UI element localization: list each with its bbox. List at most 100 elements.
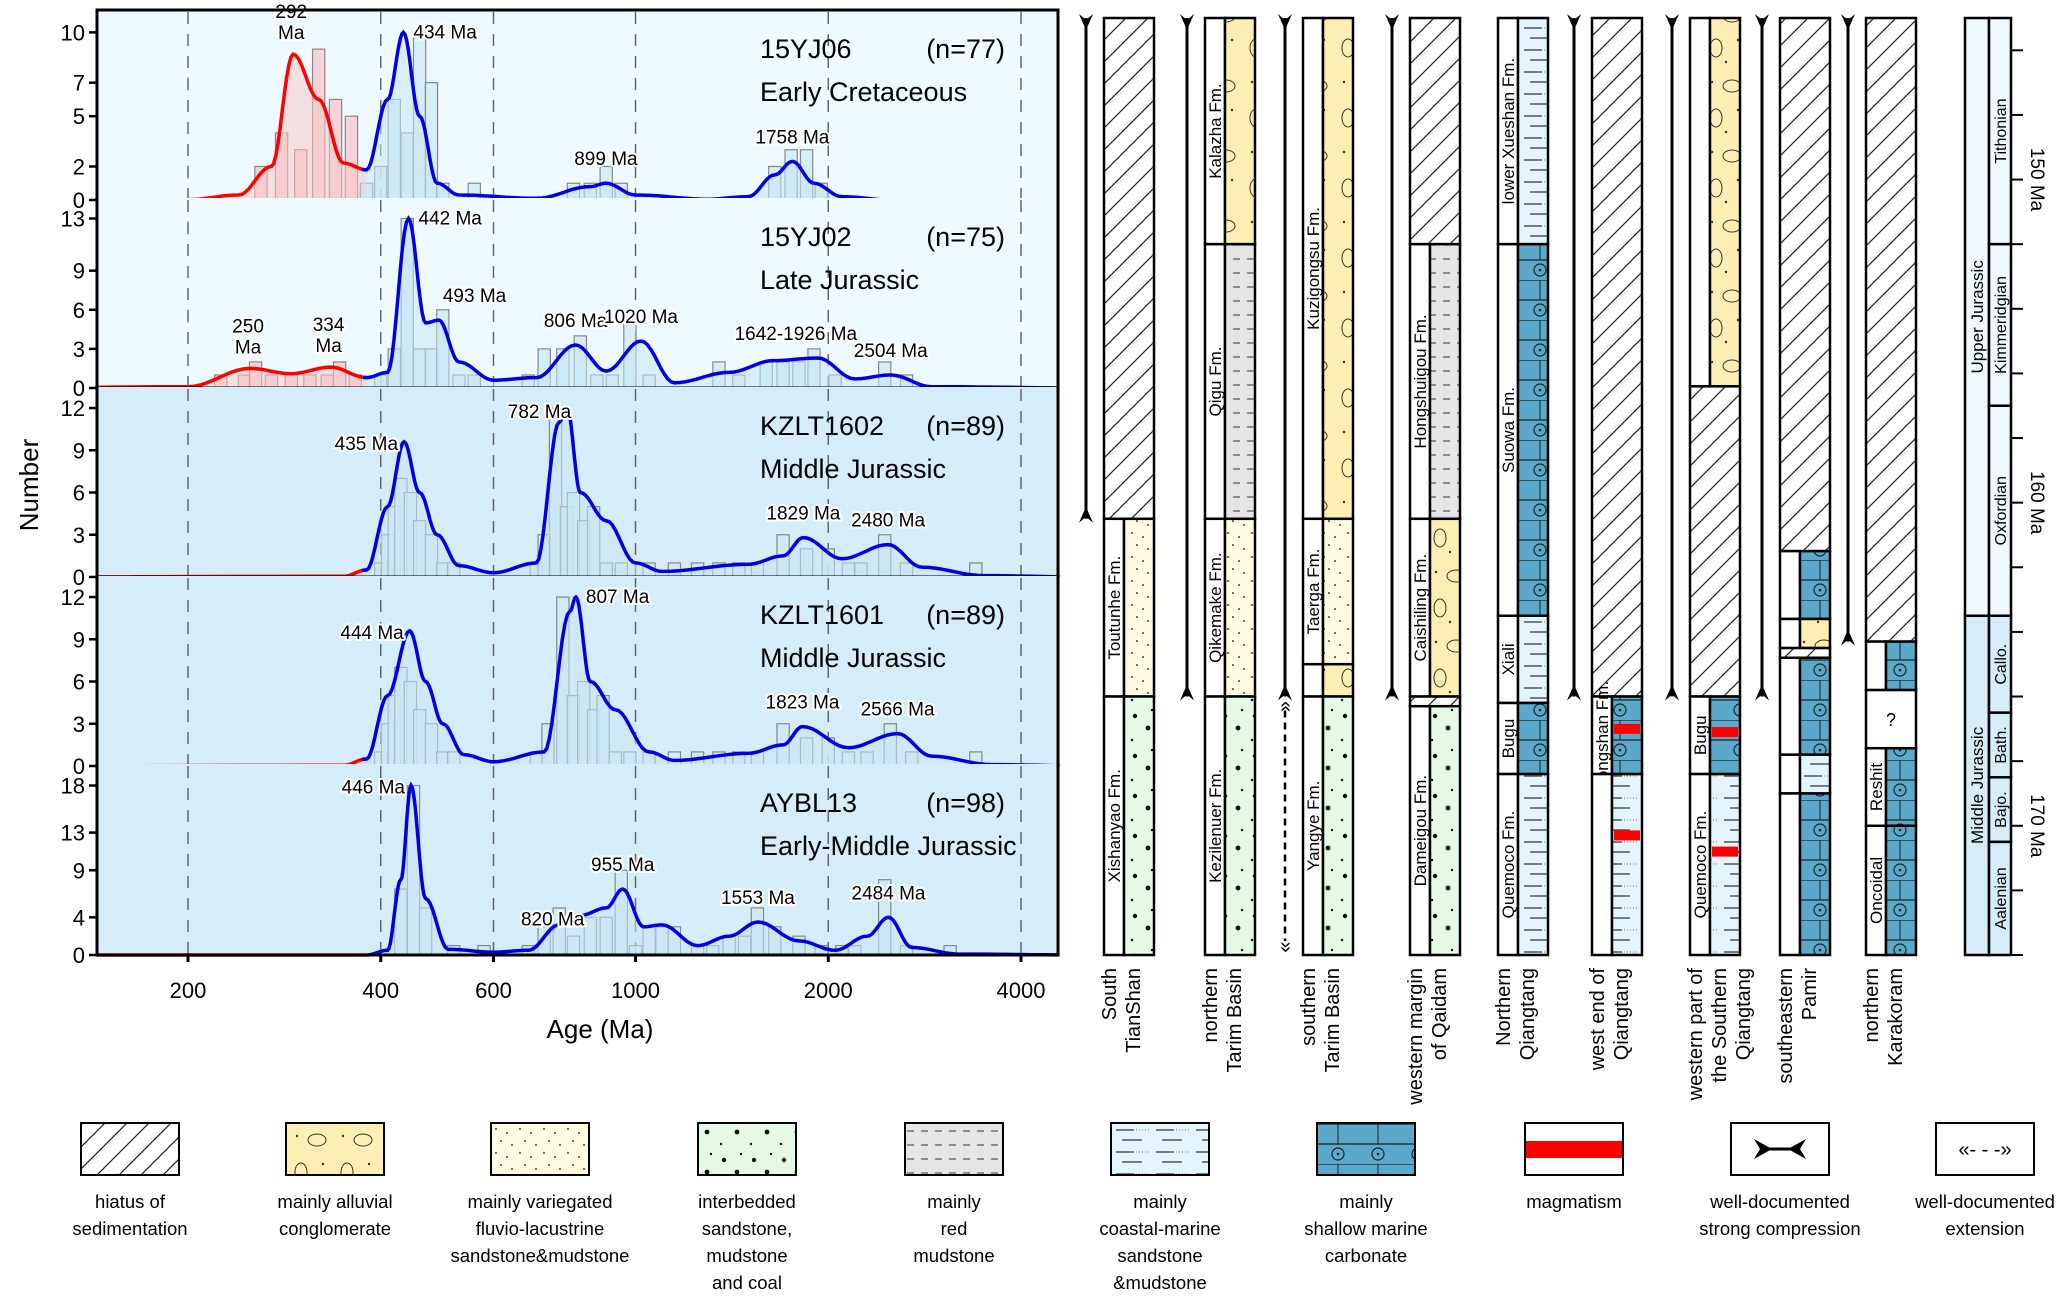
stage-label: Oxfordian <box>1993 476 2010 545</box>
strat-unit-carbonate <box>1884 824 1918 957</box>
x-tick-label: 200 <box>170 978 207 1003</box>
formation-label: Yangye Fm. <box>1304 781 1323 871</box>
peak-label: 292 Ma <box>275 2 307 44</box>
formation-label: lower Xueshan Fm. <box>1499 58 1518 204</box>
age-panel-kzlt1602: 0 3 6 9 12 KZLT1602 (n=89) Middle Jurassic 435 M… <box>61 387 1060 590</box>
formation-cell <box>1778 792 1802 957</box>
kde-curve-old <box>362 215 1059 390</box>
y-tick-label: 6 <box>73 481 85 506</box>
formation-label: Longshan Fm. <box>1593 681 1612 790</box>
y-tick-label: 0 <box>73 376 85 401</box>
magmatism-swatch-icon <box>1524 1122 1624 1176</box>
strat-unit-carbonate <box>1884 640 1918 692</box>
strat-column-2: Kalazha Fm. Qigu Fm. Qikemake Fm. Kezilenue… <box>1180 14 1257 1072</box>
strat-unit-hiatus <box>1102 16 1156 521</box>
peak-label: 442 Ma <box>419 209 483 230</box>
sample-age: Early-Middle Jurassic <box>760 831 1017 861</box>
peak-label: 1758 Ma <box>755 127 829 148</box>
compression-arrowhead-icon <box>1567 14 1581 30</box>
compression-arrowhead-icon <box>1567 684 1581 701</box>
strat-column-5: lower Xueshan Fm. Suowa Fm. Xiali Bugu Quemo… <box>1493 16 1550 1060</box>
sample-count: (n=89) <box>926 600 1005 630</box>
strat-unit-conglomerate <box>1321 662 1355 698</box>
fluvio-swatch-icon <box>490 1122 590 1176</box>
legend-item-redmud: mainly red mudstone <box>854 1122 1054 1269</box>
magmatism-band <box>1614 830 1640 841</box>
kde-fill <box>366 785 1058 955</box>
compression-arrowhead-icon <box>1278 684 1292 701</box>
kde-fill <box>361 597 1058 766</box>
kde-curve-old <box>361 405 1060 579</box>
age-panel-kzlt1601: 0 3 6 9 12 KZLT1601 (n=89) Middle Jurassic 444 M… <box>61 576 1060 779</box>
x-tick-label: 600 <box>475 978 512 1003</box>
y-tick-label: 6 <box>73 298 85 323</box>
x-tick-label: 4000 <box>997 978 1046 1003</box>
strat-unit-hiatus <box>1408 16 1462 246</box>
y-tick-label: 9 <box>73 627 85 652</box>
sample-age: Early Cretaceous <box>760 77 967 107</box>
carbonate-swatch-icon <box>1316 1122 1416 1176</box>
strat-unit-hiatus <box>1778 16 1832 553</box>
legend-label: well-documented extension <box>1915 1191 2055 1239</box>
age-panel-15yj06: 0 2 5 7 10 15YJ06 (n=77) Early Cretaceous 292 Ma 4… <box>61 0 1058 213</box>
peak-label: 2504 Ma <box>854 341 928 362</box>
legend-item-coal: interbedded sandstone, mudstone and coal <box>647 1122 847 1296</box>
strat-unit-coastal <box>1708 772 1742 957</box>
formation-cell <box>1864 640 1888 692</box>
x-tick-label: 2000 <box>804 978 853 1003</box>
strat-unit-carbonate <box>1516 701 1550 776</box>
compression-arrowhead-icon <box>1755 684 1769 701</box>
sample-name: KZLT1602 <box>760 411 884 441</box>
peak-label: 2484 Ma <box>852 883 926 904</box>
geologic-timescale: Upper Jurassic Middle Jurassic Tithonian Ki… <box>1963 16 2047 957</box>
strat-unit-coal <box>1223 695 1257 957</box>
legend-label: mainly coastal-marine sandstone &mudston… <box>1099 1191 1221 1293</box>
region-label: Qiangtang <box>1733 968 1755 1060</box>
legend-label: mainly alluvial conglomerate <box>277 1191 393 1239</box>
sample-name: KZLT1601 <box>760 600 884 630</box>
y-tick-label: 0 <box>73 188 85 213</box>
formation-label: Reshit <box>1867 763 1886 811</box>
formation-label: Xishanyao Fm. <box>1105 769 1124 882</box>
formation-cell <box>1590 772 1614 957</box>
formation-label: Dameigou Fm. <box>1411 775 1430 886</box>
legend-item-hiatus: hiatus of sedimentation <box>30 1122 230 1242</box>
compression-arrowhead-icon <box>1665 14 1679 30</box>
peak-label: 2480 Ma <box>851 511 925 532</box>
strat-unit-fluvio <box>1122 517 1156 698</box>
peak-label: 2566 Ma <box>861 700 935 721</box>
peak-label: 1553 Ma <box>721 888 795 909</box>
strat-unit-hiatus <box>1778 646 1832 659</box>
region-label: Pamir <box>1799 968 1821 1021</box>
legend-item-conglomerate: mainly alluvial conglomerate <box>235 1122 435 1242</box>
formation-label: ? <box>1886 710 1896 730</box>
strat-unit-coal <box>1122 695 1156 957</box>
sample-age: Middle Jurassic <box>760 454 946 484</box>
coastal-swatch-icon <box>1110 1122 1210 1176</box>
stage-label: Aalenian <box>1993 867 2010 929</box>
region-label: west end of <box>1587 968 1609 1072</box>
strat-unit-conglomerate <box>1708 16 1742 388</box>
compression-arrowhead-icon <box>1385 684 1399 701</box>
formation-cell <box>1778 656 1802 756</box>
legend-label: mainly variegated fluvio-lacustrine sand… <box>450 1191 630 1266</box>
strat-unit-coastal <box>1516 614 1550 705</box>
legend-label: hiatus of sedimentation <box>72 1191 188 1239</box>
x-tick-label: 400 <box>362 978 399 1003</box>
peak-label: 434 Ma <box>413 22 477 43</box>
region-label: of Qaidam <box>1429 968 1451 1060</box>
formation-cell <box>1778 753 1802 795</box>
compression-arrowhead-icon <box>1079 14 1093 30</box>
strat-column-9: ? Reshit Oncoidal northern Karakoram <box>1841 14 1918 1066</box>
strat-unit-conglomerate <box>1428 517 1462 698</box>
legend-item-extension: «- - -» well-documented extension <box>1885 1122 2067 1242</box>
formation-label: Xiali <box>1499 643 1518 675</box>
legend-item-compression: well-documented strong compression <box>1680 1122 1880 1242</box>
strat-unit-carbonate <box>1884 746 1918 828</box>
formation-cell <box>1301 662 1325 698</box>
legend-item-magmatism: magmatism <box>1474 1122 1674 1215</box>
magmatism-band <box>1614 723 1640 734</box>
peak-label: 334 Ma <box>313 315 345 357</box>
strat-unit-carbonate <box>1610 695 1644 776</box>
formation-label: Kalazha Fm. <box>1206 83 1225 178</box>
